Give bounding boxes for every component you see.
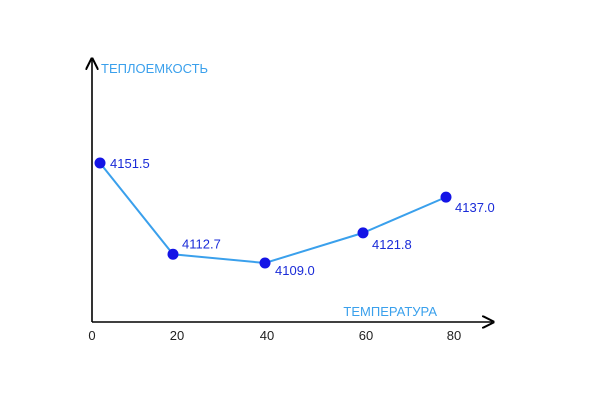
x-axis-title: ТЕМПЕРАТУРА <box>343 304 437 319</box>
data-label: 4137.0 <box>455 200 495 215</box>
data-point <box>167 248 179 260</box>
x-tick-label: 40 <box>260 328 274 343</box>
x-tick-label: 80 <box>447 328 461 343</box>
data-point <box>94 157 106 169</box>
x-tick-labels: 0 20 40 60 80 <box>88 328 461 343</box>
x-tick-label: 20 <box>170 328 184 343</box>
axes <box>92 60 492 322</box>
data-label: 4112.7 <box>182 236 221 251</box>
data-label: 4109.0 <box>275 263 315 278</box>
x-tick-label: 0 <box>88 328 95 343</box>
series: 4151.5 4112.7 4109.0 4121.8 4137.0 <box>94 156 495 278</box>
data-label: 4121.8 <box>372 237 412 252</box>
data-point <box>357 227 369 239</box>
data-point <box>440 191 452 203</box>
data-label: 4151.5 <box>110 156 150 171</box>
data-point <box>259 257 271 269</box>
y-axis-title: ТЕПЛОЕМКОСТЬ <box>101 61 208 76</box>
x-tick-label: 60 <box>359 328 373 343</box>
